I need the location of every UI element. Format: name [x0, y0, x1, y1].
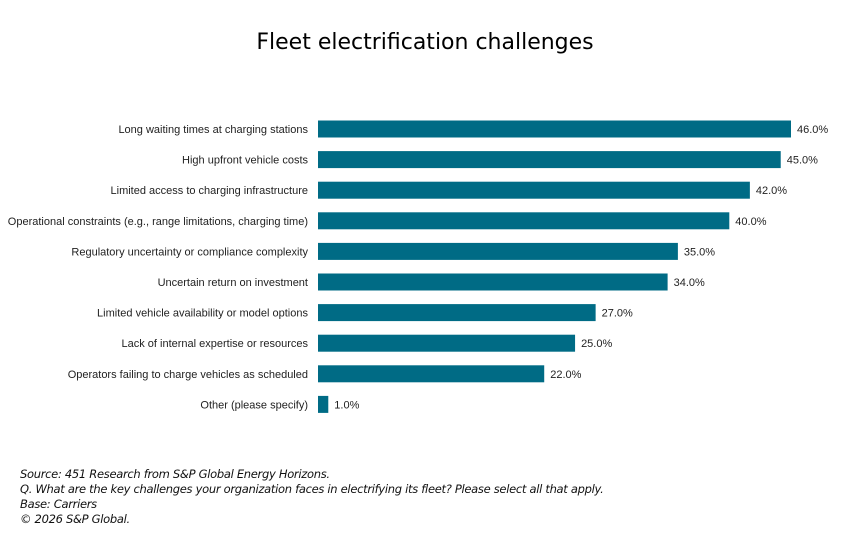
value-label: 45.0%: [787, 155, 818, 167]
category-label: Limited vehicle availability or model op…: [97, 308, 308, 320]
category-label: Limited access to charging infrastructur…: [111, 185, 308, 197]
value-label: 35.0%: [684, 246, 715, 258]
bar: [318, 395, 329, 413]
category-label: Uncertain return on investment: [158, 277, 308, 289]
bar: [318, 120, 791, 138]
category-label: Operational constraints (e.g., range lim…: [8, 216, 308, 228]
category-label: Regulatory uncertainty or compliance com…: [71, 246, 308, 258]
category-label: Operators failing to charge vehicles as …: [68, 369, 308, 381]
question-note: Q. What are the key challenges your orga…: [20, 482, 604, 496]
category-label: Lack of internal expertise or resources: [122, 338, 309, 350]
value-label: 46.0%: [797, 124, 828, 136]
bar: [318, 181, 750, 199]
base-note: Base: Carriers: [20, 497, 97, 511]
bar: [318, 304, 596, 322]
source-note: Source: 451 Research from S&P Global Ene…: [20, 467, 330, 481]
chart-title: Fleet electrification challenges: [256, 30, 594, 55]
value-label: 40.0%: [735, 216, 766, 228]
value-label: 22.0%: [550, 369, 581, 381]
bar-chart: Long waiting times at charging stations 4…: [8, 120, 828, 413]
category-label: Other (please specify): [200, 399, 308, 411]
bar: [318, 334, 576, 352]
category-label: High upfront vehicle costs: [182, 155, 308, 167]
value-label: 25.0%: [581, 338, 612, 350]
value-label: 1.0%: [334, 399, 359, 411]
bar: [318, 273, 668, 291]
bar: [318, 212, 730, 230]
value-label: 34.0%: [674, 277, 705, 289]
value-label: 27.0%: [602, 308, 633, 320]
chart-footer: Source: 451 Research from S&P Global Ene…: [20, 467, 604, 527]
value-label: 42.0%: [756, 185, 787, 197]
category-label: Long waiting times at charging stations: [118, 124, 308, 136]
bar: [318, 151, 781, 169]
bar: [318, 365, 545, 383]
copyright-note: © 2026 S&P Global.: [20, 512, 130, 526]
bar: [318, 242, 678, 260]
